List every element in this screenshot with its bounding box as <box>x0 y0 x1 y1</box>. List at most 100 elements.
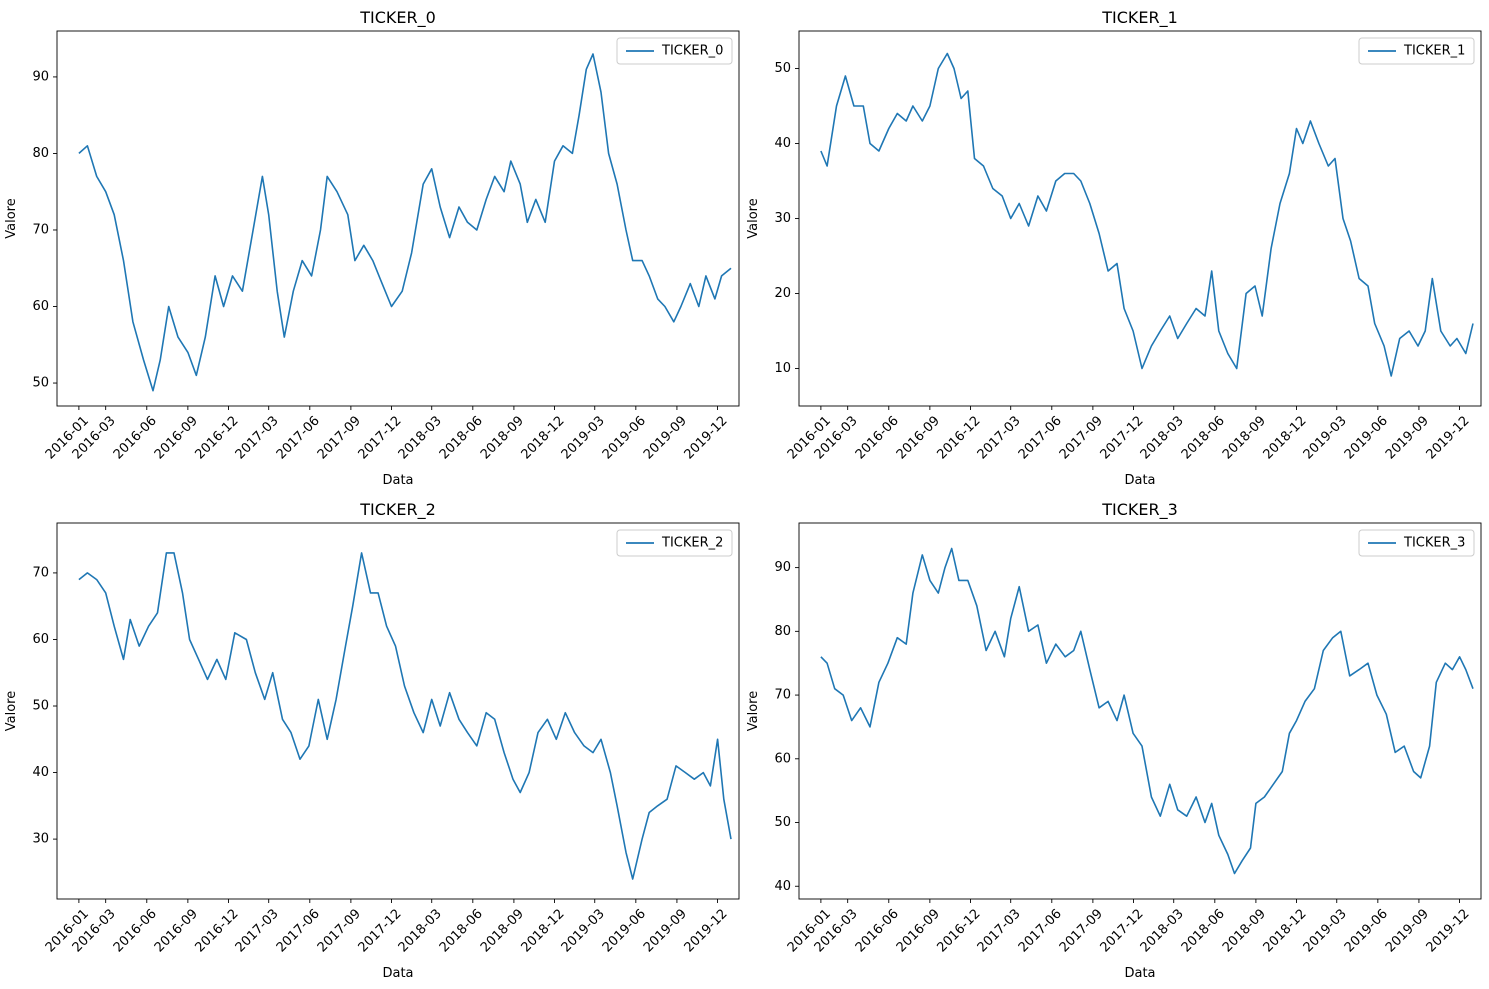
legend: TICKER_0 <box>616 37 733 65</box>
x-tick-label: 2019-12 <box>682 906 731 955</box>
legend-box <box>1358 529 1475 557</box>
x-tick-label: 2019-09 <box>641 413 690 462</box>
x-tick-label: 2019-06 <box>600 906 649 955</box>
x-tick-label: 2019-03 <box>559 413 608 462</box>
y-tick-label: 70 <box>32 565 49 580</box>
legend-label: TICKER_2 <box>661 536 723 551</box>
x-tick-label: 2018-03 <box>1138 906 1187 955</box>
y-tick-label: 30 <box>32 832 49 847</box>
legend-box <box>616 37 733 65</box>
x-tick-label: 2017-09 <box>315 906 364 955</box>
y-tick-label: 10 <box>774 361 791 376</box>
x-tick-label: 2018-06 <box>1179 413 1228 462</box>
y-tick-label: 50 <box>32 699 49 714</box>
x-tick-label: 2019-03 <box>1301 413 1350 462</box>
x-tick-label: 2019-09 <box>1383 413 1432 462</box>
x-tick-label: 2018-09 <box>478 413 527 462</box>
x-tick-label: 2018-09 <box>1220 906 1269 955</box>
x-tick-label: 2019-09 <box>641 906 690 955</box>
y-tick-label: 90 <box>32 69 49 84</box>
series-line-TICKER_2 <box>78 552 732 880</box>
y-tick-label: 90 <box>774 560 791 575</box>
x-tick-label: 2017-06 <box>1016 906 1065 955</box>
x-tick-label: 2016-09 <box>894 413 943 462</box>
x-tick-label: 2018-12 <box>1261 413 1310 462</box>
y-axis-label: Valore <box>746 691 761 731</box>
series-line-TICKER_1 <box>820 52 1474 377</box>
x-tick-label: 2018-06 <box>1179 906 1228 955</box>
x-tick-label: 2017-12 <box>1098 413 1147 462</box>
x-tick-label: 2016-06 <box>111 413 160 462</box>
subplot-title: TICKER_0 <box>359 8 436 28</box>
axes-frame <box>56 30 740 407</box>
x-tick-label: 2017-12 <box>356 413 405 462</box>
x-tick-label: 2019-12 <box>682 413 731 462</box>
x-tick-label: 2017-03 <box>975 413 1024 462</box>
x-tick-label: 2016-09 <box>152 906 201 955</box>
y-tick-label: 50 <box>774 61 791 76</box>
y-tick-label: 50 <box>774 815 791 830</box>
y-tick-label: 70 <box>774 688 791 703</box>
x-tick-label: 2016-12 <box>193 906 242 955</box>
y-axis-label: Valore <box>4 691 19 731</box>
subplot-0: 2016-012016-032016-062016-092016-122017-… <box>4 8 740 488</box>
axes-frame <box>798 30 1482 407</box>
x-tick-label: 2017-03 <box>233 906 282 955</box>
y-axis-label: Valore <box>4 198 19 238</box>
legend: TICKER_3 <box>1358 529 1475 557</box>
x-tick-label: 2018-12 <box>1261 906 1310 955</box>
x-tick-label: 2017-12 <box>1098 906 1147 955</box>
x-tick-label: 2019-12 <box>1424 413 1473 462</box>
x-tick-label: 2016-06 <box>853 906 902 955</box>
legend-label: TICKER_1 <box>1403 44 1465 59</box>
x-tick-label: 2017-09 <box>315 413 364 462</box>
x-tick-label: 2018-12 <box>519 413 568 462</box>
x-tick-label: 2019-06 <box>1342 413 1391 462</box>
x-tick-label: 2019-03 <box>559 906 608 955</box>
x-tick-label: 2016-09 <box>152 413 201 462</box>
x-tick-label: 2016-06 <box>111 906 160 955</box>
x-tick-label: 2018-03 <box>396 906 445 955</box>
x-tick-label: 2019-06 <box>1342 906 1391 955</box>
x-tick-label: 2018-09 <box>1220 413 1269 462</box>
x-tick-label: 2016-06 <box>853 413 902 462</box>
x-tick-label: 2018-09 <box>478 906 527 955</box>
x-tick-label: 2016-09 <box>894 906 943 955</box>
y-tick-label: 70 <box>32 222 49 237</box>
legend-box <box>1358 37 1475 65</box>
x-tick-label: 2019-03 <box>1301 906 1350 955</box>
x-tick-label: 2017-06 <box>274 906 323 955</box>
x-tick-label: 2017-03 <box>975 906 1024 955</box>
x-tick-label: 2017-09 <box>1057 413 1106 462</box>
x-tick-label: 2016-12 <box>935 413 984 462</box>
series-line-TICKER_3 <box>820 547 1474 875</box>
legend-label: TICKER_0 <box>661 44 723 59</box>
x-tick-label: 2017-12 <box>356 906 405 955</box>
x-tick-label: 2018-06 <box>437 906 486 955</box>
x-tick-label: 2017-09 <box>1057 906 1106 955</box>
subplot-3: 2016-012016-032016-062016-092016-122017-… <box>746 500 1482 981</box>
x-tick-label: 2016-12 <box>193 413 242 462</box>
y-tick-label: 40 <box>774 879 791 894</box>
y-tick-label: 50 <box>32 376 49 391</box>
x-tick-label: 2018-03 <box>396 413 445 462</box>
subplot-2: 2016-012016-032016-062016-092016-122017-… <box>4 500 740 981</box>
x-tick-label: 2017-03 <box>233 413 282 462</box>
y-axis-label: Valore <box>746 198 761 238</box>
x-axis-label: Data <box>382 966 413 981</box>
x-axis-label: Data <box>1124 473 1155 488</box>
x-tick-label: 2018-06 <box>437 413 486 462</box>
axes-frame <box>56 522 740 900</box>
legend-box <box>616 529 733 557</box>
x-axis-label: Data <box>1124 966 1155 981</box>
x-tick-label: 2018-12 <box>519 906 568 955</box>
x-axis-label: Data <box>382 473 413 488</box>
axes-frame <box>798 522 1482 900</box>
y-tick-label: 60 <box>32 632 49 647</box>
x-tick-label: 2017-06 <box>1016 413 1065 462</box>
y-tick-label: 80 <box>774 624 791 639</box>
legend-label: TICKER_3 <box>1403 536 1465 551</box>
x-tick-label: 2019-09 <box>1383 906 1432 955</box>
y-tick-label: 20 <box>774 286 791 301</box>
